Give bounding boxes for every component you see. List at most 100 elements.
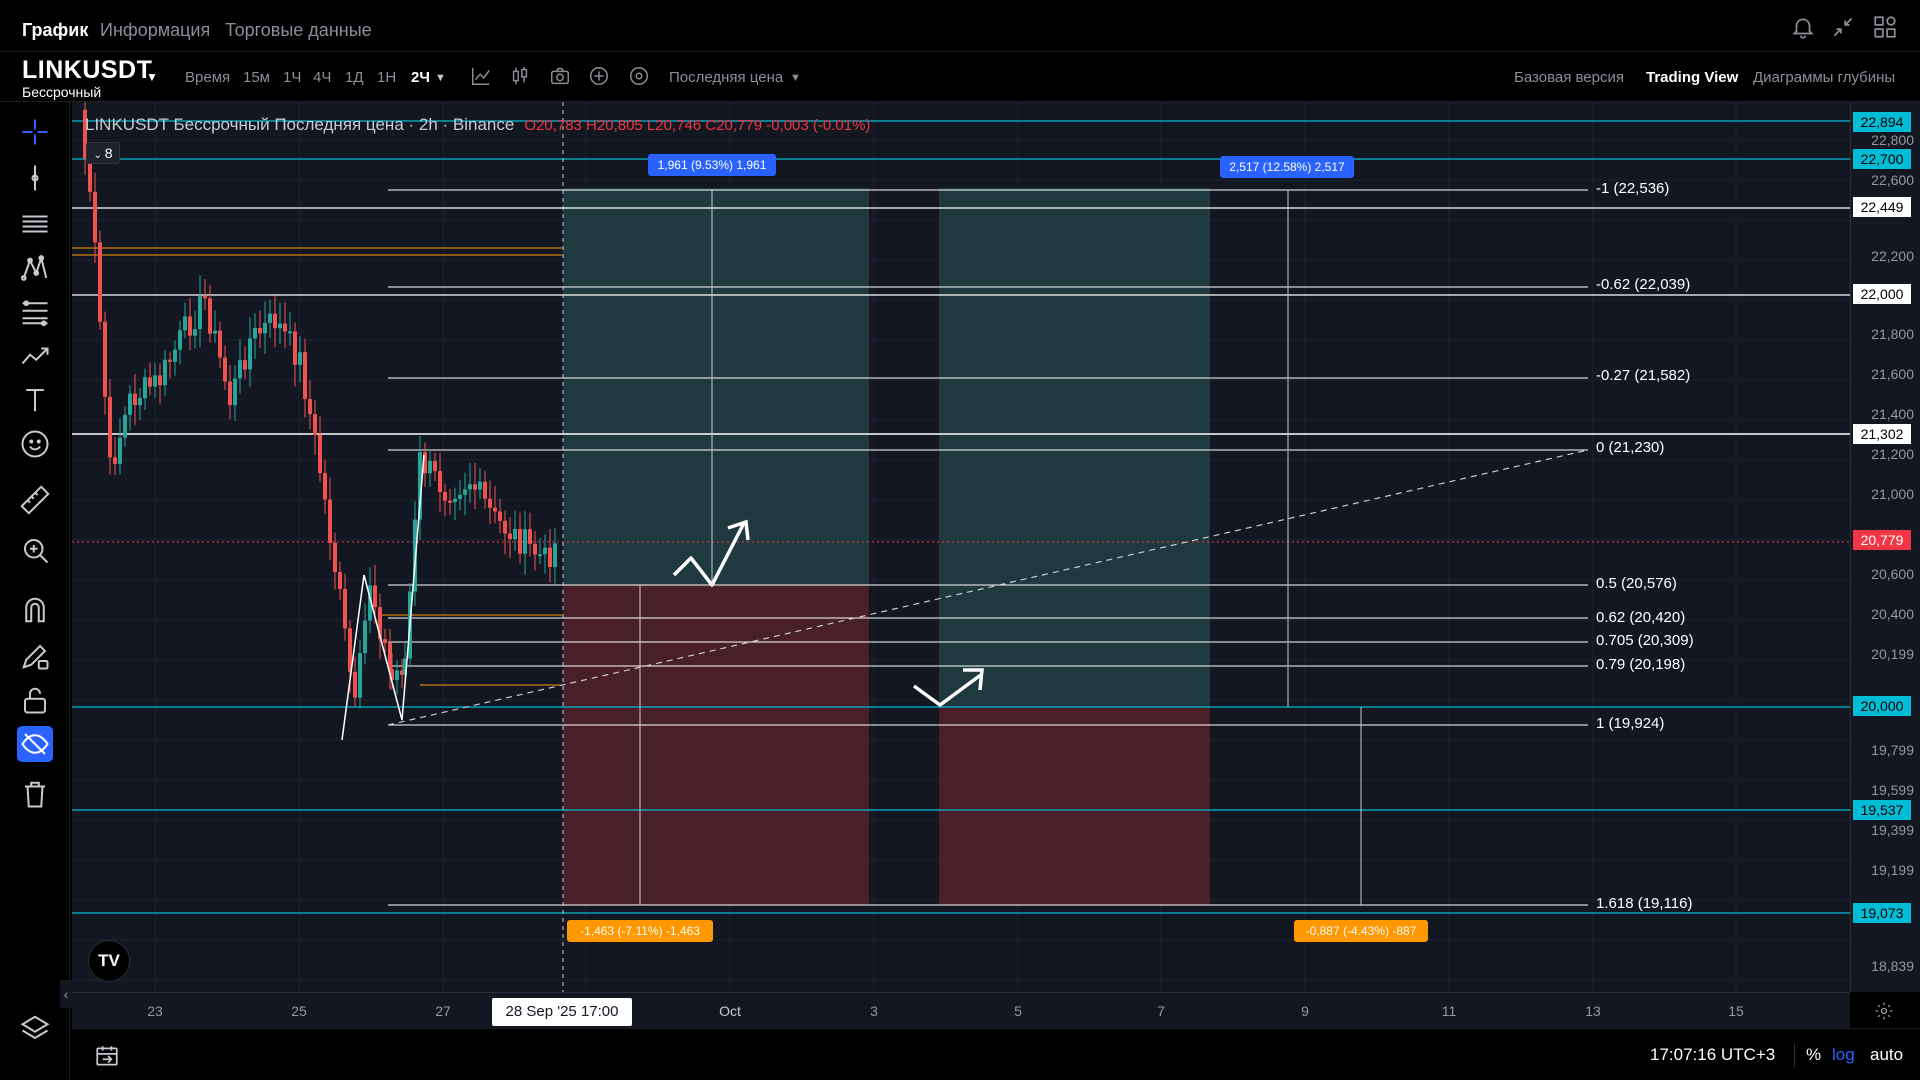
indicator-count: 8 — [104, 145, 113, 161]
tab-info[interactable]: Информация — [100, 20, 211, 40]
indicator-toggle[interactable]: ⌄ 8 — [86, 142, 120, 164]
price-tick: 19,199 — [1871, 862, 1914, 878]
projection-icon[interactable] — [17, 338, 53, 374]
interval-1h[interactable]: 1Ч — [283, 69, 302, 86]
fib-icon[interactable] — [17, 294, 53, 330]
price-tag: 19,537 — [1853, 800, 1911, 820]
candle-body — [203, 296, 207, 299]
candle-body — [308, 399, 312, 415]
trendline-icon[interactable] — [17, 160, 53, 196]
date-range-icon[interactable] — [94, 1043, 120, 1069]
time-label[interactable]: Время — [185, 69, 231, 86]
interval-4h[interactable]: 4Ч — [313, 69, 332, 86]
long1-stop-measure[interactable]: -1,463 (-7.11%) -1,463 — [567, 920, 713, 942]
horizontal-lines-icon[interactable] — [17, 206, 53, 242]
indicators-icon[interactable] — [470, 65, 492, 87]
eye-hide-icon[interactable] — [17, 726, 53, 762]
view-depth[interactable]: Диаграммы глубины — [1753, 69, 1896, 86]
tradingview-logo[interactable]: TV — [88, 940, 130, 982]
legend-ohlc: O20,783 H20,805 L20,746 C20,779 -0,003 (… — [524, 117, 871, 134]
layout-grid-icon[interactable] — [1872, 14, 1898, 40]
pattern-icon[interactable] — [17, 250, 53, 286]
crosshair-date-label: 28 Sep '25 17:00 — [492, 998, 632, 1026]
candle-body — [313, 414, 317, 435]
candles-icon[interactable] — [509, 65, 531, 87]
layers-icon[interactable] — [17, 1010, 53, 1046]
bell-icon[interactable] — [1790, 14, 1816, 40]
auto-toggle[interactable]: auto — [1870, 1045, 1904, 1064]
view-tradingview[interactable]: Trading View — [1646, 69, 1739, 86]
crosshair-icon[interactable] — [17, 114, 53, 150]
symbol-type: Бессрочный — [22, 84, 102, 100]
settings-icon[interactable] — [628, 65, 650, 87]
emoji-icon[interactable] — [17, 426, 53, 462]
fib-label: -1 (22,536) — [1596, 180, 1670, 197]
candle-body — [528, 529, 532, 544]
chart-pane[interactable] — [72, 102, 1850, 992]
symbol-dropdown-icon[interactable]: ▼ — [146, 70, 158, 84]
candle-body — [493, 507, 497, 512]
camera-icon[interactable] — [549, 65, 571, 87]
price-tick: 22,200 — [1871, 248, 1914, 264]
candle-body — [288, 331, 292, 334]
interval-2h[interactable]: 2Ч — [411, 69, 430, 86]
candle-body — [388, 642, 392, 670]
price-tick: 21,200 — [1871, 446, 1914, 462]
long1-profit-zone — [563, 188, 869, 585]
fib-label: 0.5 (20,576) — [1596, 575, 1677, 592]
price-tick: 22,600 — [1871, 172, 1914, 188]
candle-body — [118, 437, 122, 464]
fib-label: -0.27 (21,582) — [1596, 367, 1691, 384]
zoom-icon[interactable] — [17, 532, 53, 568]
candle-body — [553, 543, 557, 568]
interval-15m[interactable]: 15м — [243, 69, 270, 86]
magnet-icon[interactable] — [17, 592, 53, 628]
candle-body — [373, 585, 377, 608]
price-tick: 19,599 — [1871, 782, 1914, 798]
candle-body — [283, 323, 287, 332]
collapse-icon[interactable] — [1830, 14, 1856, 40]
long1-target-measure[interactable]: 1,961 (9.53%) 1,961 — [648, 154, 776, 176]
interval-1d[interactable]: 1Д — [345, 69, 364, 86]
symbol-name[interactable]: LINKUSDT — [22, 56, 153, 84]
price-tag: 20,000 — [1853, 696, 1911, 716]
candle-body — [533, 543, 537, 555]
tab-chart[interactable]: График — [22, 20, 89, 40]
price-type-dropdown-icon[interactable]: ▼ — [790, 72, 801, 84]
view-basic[interactable]: Базовая версия — [1514, 69, 1624, 86]
log-toggle[interactable]: log — [1832, 1045, 1855, 1064]
clock[interactable]: 17:07:16 UTC+3 — [1650, 1045, 1776, 1064]
candle-body — [368, 585, 372, 621]
price-scale[interactable]: 22,800 22,600 22,200 21,800 21,600 21,40… — [1850, 102, 1920, 992]
time-scale[interactable]: 23 25 27 Oct 3 5 7 9 11 13 15 28 Sep '25… — [72, 992, 1893, 1028]
lock-icon[interactable] — [17, 682, 53, 718]
scale-settings-icon[interactable] — [1874, 1001, 1894, 1021]
candle-body — [353, 671, 357, 698]
long1-loss-zone — [563, 585, 869, 905]
long2-target-measure[interactable]: 2,517 (12.58%) 2,517 — [1220, 156, 1354, 178]
time-tick: 11 — [1441, 1003, 1457, 1019]
candle-body — [98, 242, 102, 322]
position-zones — [563, 188, 1210, 905]
candle-body — [293, 331, 297, 365]
interval-dropdown-icon[interactable]: ▼ — [435, 72, 446, 84]
ruler-icon[interactable] — [17, 482, 53, 518]
candle-body — [138, 398, 142, 406]
price-type-select[interactable]: Последняя цена — [669, 69, 784, 86]
candle-body — [513, 529, 517, 540]
interval-1w[interactable]: 1Н — [377, 69, 397, 86]
tab-trading-data[interactable]: Торговые данные — [225, 20, 372, 40]
candles — [83, 102, 557, 709]
candle-body — [103, 321, 107, 397]
trash-icon[interactable] — [17, 776, 53, 812]
text-icon[interactable] — [17, 382, 53, 418]
collapse-sidebar-icon[interactable]: ‹ — [60, 980, 72, 1008]
chart-canvas[interactable] — [72, 102, 1850, 992]
candle-body — [88, 158, 92, 192]
add-circle-icon[interactable] — [588, 65, 610, 87]
long2-stop-measure[interactable]: -0,887 (-4.43%) -887 — [1294, 920, 1428, 942]
percent-toggle[interactable]: % — [1806, 1045, 1822, 1064]
candle-body — [363, 620, 367, 654]
price-tag: 22,449 — [1853, 197, 1911, 217]
pencil-lock-icon[interactable] — [17, 638, 53, 674]
